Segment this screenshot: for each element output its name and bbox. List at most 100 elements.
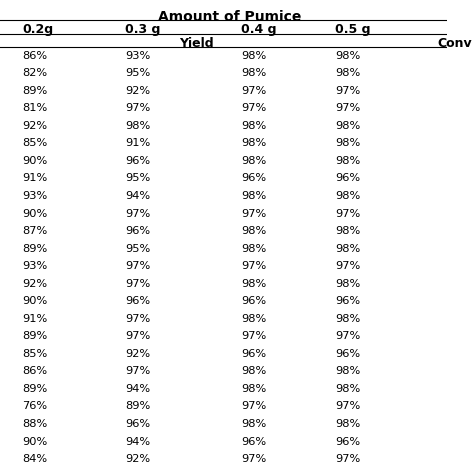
Text: 91%: 91%	[22, 314, 47, 324]
Text: 98%: 98%	[241, 68, 266, 78]
Text: 97%: 97%	[125, 314, 150, 324]
Text: 76%: 76%	[22, 401, 47, 411]
Text: 97%: 97%	[125, 366, 150, 376]
Text: 92%: 92%	[22, 121, 47, 131]
Text: 96%: 96%	[125, 226, 150, 236]
Text: 98%: 98%	[335, 244, 360, 254]
Text: 0.4 g: 0.4 g	[241, 23, 277, 36]
Text: 98%: 98%	[241, 156, 266, 166]
Text: 89%: 89%	[22, 86, 47, 96]
Text: 97%: 97%	[241, 261, 266, 271]
Text: 0.2g: 0.2g	[22, 23, 54, 36]
Text: 85%: 85%	[22, 349, 47, 359]
Text: 98%: 98%	[335, 68, 360, 78]
Text: 97%: 97%	[125, 261, 150, 271]
Text: 84%: 84%	[22, 454, 47, 464]
Text: 98%: 98%	[335, 138, 360, 148]
Text: 98%: 98%	[335, 314, 360, 324]
Text: 95%: 95%	[125, 244, 150, 254]
Text: 96%: 96%	[125, 419, 150, 429]
Text: 97%: 97%	[335, 209, 360, 219]
Text: 98%: 98%	[241, 314, 266, 324]
Text: 98%: 98%	[241, 138, 266, 148]
Text: 97%: 97%	[241, 401, 266, 411]
Text: 92%: 92%	[125, 349, 150, 359]
Text: 92%: 92%	[22, 279, 47, 289]
Text: 90%: 90%	[22, 209, 47, 219]
Text: 97%: 97%	[241, 331, 266, 341]
Text: 89%: 89%	[22, 244, 47, 254]
Text: 90%: 90%	[22, 296, 47, 306]
Text: 96%: 96%	[125, 156, 150, 166]
Text: 98%: 98%	[241, 51, 266, 61]
Text: 90%: 90%	[22, 156, 47, 166]
Text: 98%: 98%	[241, 244, 266, 254]
Text: 96%: 96%	[335, 173, 360, 183]
Text: 97%: 97%	[335, 401, 360, 411]
Text: 91%: 91%	[22, 173, 47, 183]
Text: 95%: 95%	[125, 173, 150, 183]
Text: 93%: 93%	[22, 191, 47, 201]
Text: 90%: 90%	[22, 437, 47, 447]
Text: 97%: 97%	[335, 86, 360, 96]
Text: 96%: 96%	[335, 437, 360, 447]
Text: 97%: 97%	[125, 103, 150, 113]
Text: 98%: 98%	[241, 384, 266, 394]
Text: 97%: 97%	[241, 103, 266, 113]
Text: 96%: 96%	[241, 437, 266, 447]
Text: 98%: 98%	[241, 419, 266, 429]
Text: 92%: 92%	[125, 454, 150, 464]
Text: 96%: 96%	[335, 349, 360, 359]
Text: 98%: 98%	[335, 279, 360, 289]
Text: 0.5 g: 0.5 g	[335, 23, 371, 36]
Text: 93%: 93%	[125, 51, 150, 61]
Text: 93%: 93%	[22, 261, 47, 271]
Text: 98%: 98%	[125, 121, 150, 131]
Text: 95%: 95%	[125, 68, 150, 78]
Text: 96%: 96%	[125, 296, 150, 306]
Text: 97%: 97%	[125, 279, 150, 289]
Text: 89%: 89%	[125, 401, 150, 411]
Text: 97%: 97%	[335, 103, 360, 113]
Text: 98%: 98%	[335, 51, 360, 61]
Text: 98%: 98%	[335, 384, 360, 394]
Text: 98%: 98%	[335, 419, 360, 429]
Text: 98%: 98%	[241, 279, 266, 289]
Text: 81%: 81%	[22, 103, 47, 113]
Text: 0.3 g: 0.3 g	[125, 23, 161, 36]
Text: 94%: 94%	[125, 384, 150, 394]
Text: 89%: 89%	[22, 331, 47, 341]
Text: 97%: 97%	[125, 209, 150, 219]
Text: 97%: 97%	[335, 261, 360, 271]
Text: Yield: Yield	[179, 37, 214, 50]
Text: 98%: 98%	[335, 156, 360, 166]
Text: 97%: 97%	[335, 331, 360, 341]
Text: 98%: 98%	[335, 226, 360, 236]
Text: 92%: 92%	[125, 86, 150, 96]
Text: 96%: 96%	[335, 296, 360, 306]
Text: 97%: 97%	[241, 86, 266, 96]
Text: 97%: 97%	[241, 209, 266, 219]
Text: 94%: 94%	[125, 437, 150, 447]
Text: 96%: 96%	[241, 296, 266, 306]
Text: 96%: 96%	[241, 349, 266, 359]
Text: 98%: 98%	[241, 191, 266, 201]
Text: 98%: 98%	[335, 366, 360, 376]
Text: 86%: 86%	[22, 366, 47, 376]
Text: 85%: 85%	[22, 138, 47, 148]
Text: 97%: 97%	[335, 454, 360, 464]
Text: Amount of Pumice: Amount of Pumice	[158, 10, 302, 25]
Text: 97%: 97%	[241, 454, 266, 464]
Text: 87%: 87%	[22, 226, 47, 236]
Text: 94%: 94%	[125, 191, 150, 201]
Text: 96%: 96%	[241, 173, 266, 183]
Text: 91%: 91%	[125, 138, 150, 148]
Text: 86%: 86%	[22, 51, 47, 61]
Text: 97%: 97%	[125, 331, 150, 341]
Text: 98%: 98%	[335, 191, 360, 201]
Text: 98%: 98%	[241, 121, 266, 131]
Text: 88%: 88%	[22, 419, 47, 429]
Text: 89%: 89%	[22, 384, 47, 394]
Text: Conv: Conv	[438, 37, 473, 50]
Text: 82%: 82%	[22, 68, 47, 78]
